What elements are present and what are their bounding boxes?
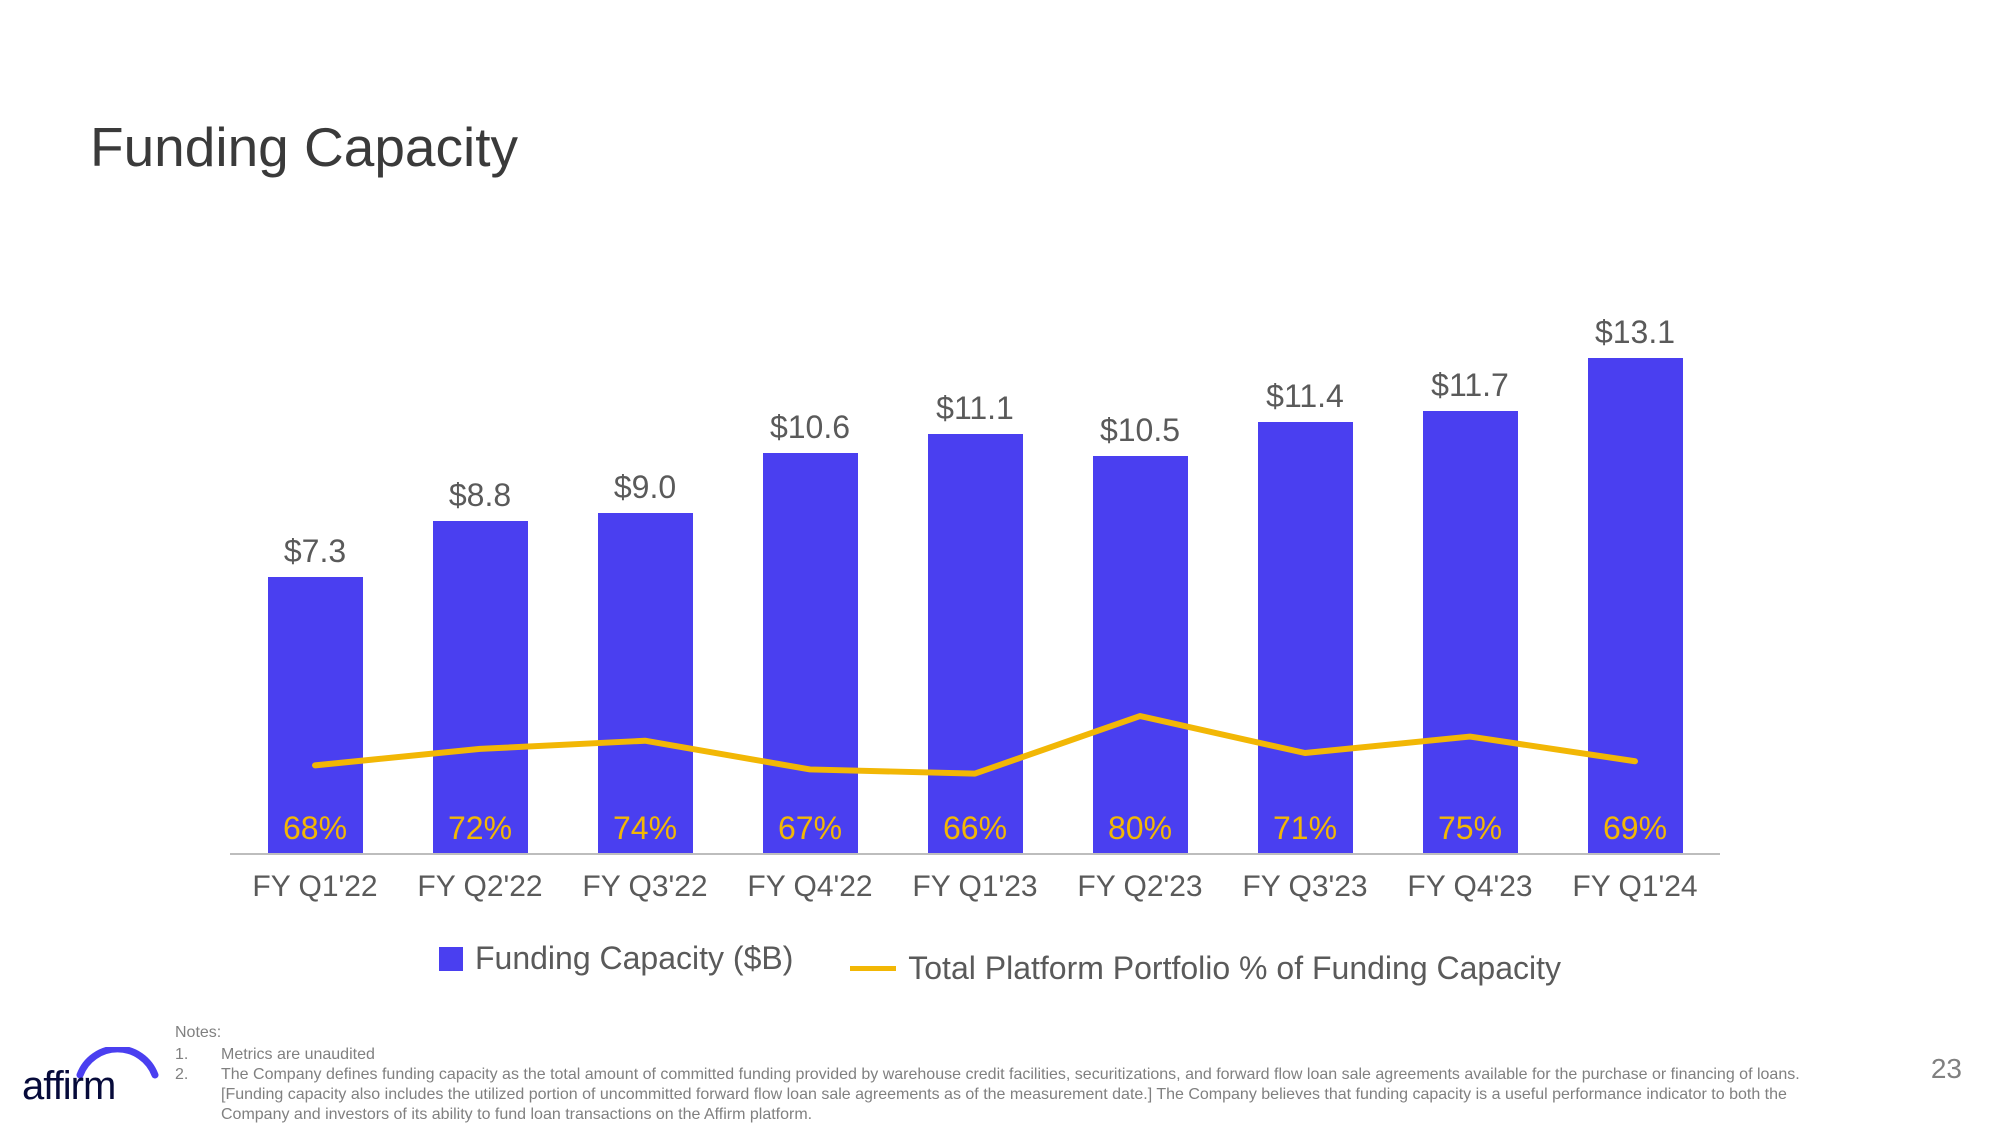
legend-item-bar: Funding Capacity ($B) (439, 940, 793, 977)
x-axis-label: FY Q1'23 (893, 870, 1058, 904)
legend-label-line: Total Platform Portfolio % of Funding Ca… (908, 950, 1561, 987)
footnote-item: 1.Metrics are unaudited (175, 1045, 1815, 1065)
chart-x-axis: FY Q1'22FY Q2'22FY Q3'22FY Q4'22FY Q1'23… (230, 860, 1720, 910)
page-title: Funding Capacity (90, 115, 518, 179)
footnotes: Notes: 1.Metrics are unaudited2.The Comp… (175, 1023, 1815, 1125)
x-axis-label: FY Q3'22 (563, 870, 728, 904)
x-axis-label: FY Q2'22 (398, 870, 563, 904)
x-axis-label: FY Q4'23 (1388, 870, 1553, 904)
footnote-text: Metrics are unaudited (221, 1045, 1815, 1065)
chart-legend: Funding Capacity ($B) Total Platform Por… (0, 940, 2000, 987)
x-axis-label: FY Q4'22 (728, 870, 893, 904)
line-series (230, 345, 1720, 853)
x-axis-label: FY Q1'22 (233, 870, 398, 904)
legend-swatch-line (850, 966, 896, 971)
footnote-item: 2.The Company defines funding capacity a… (175, 1065, 1815, 1125)
x-axis-label: FY Q3'23 (1223, 870, 1388, 904)
logo-text: affirm (22, 1064, 115, 1107)
footnote-number: 2. (175, 1065, 221, 1125)
x-axis-label: FY Q1'24 (1553, 870, 1718, 904)
footnote-text: The Company defines funding capacity as … (221, 1065, 1815, 1125)
line-polyline (315, 716, 1635, 774)
affirm-logo: affirm (22, 1047, 167, 1107)
legend-item-line: Total Platform Portfolio % of Funding Ca… (850, 950, 1561, 987)
footnote-number: 1. (175, 1045, 221, 1065)
page-number: 23 (1931, 1053, 1962, 1085)
funding-capacity-chart: $7.368%$8.872%$9.074%$10.667%$11.166%$10… (230, 345, 1720, 855)
legend-swatch-bar (439, 947, 463, 971)
footnotes-heading: Notes: (175, 1023, 1815, 1043)
x-axis-label: FY Q2'23 (1058, 870, 1223, 904)
slide: Funding Capacity $7.368%$8.872%$9.074%$1… (0, 0, 2000, 1125)
chart-plot: $7.368%$8.872%$9.074%$10.667%$11.166%$10… (230, 345, 1720, 855)
legend-label-bar: Funding Capacity ($B) (475, 940, 793, 977)
